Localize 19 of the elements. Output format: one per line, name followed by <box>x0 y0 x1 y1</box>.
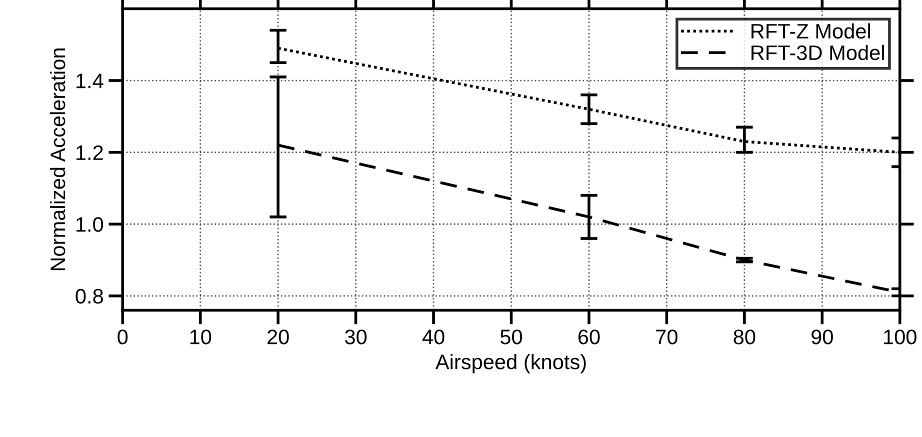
legend-label: RFT-Z Model <box>752 23 870 39</box>
x-tick-label: 40 <box>422 330 444 344</box>
legend-label: RFT-3D Model <box>752 44 884 60</box>
x-tick-label: 10 <box>190 330 212 344</box>
y-tick-label: 1.2 <box>76 145 103 160</box>
x-tick-label: 90 <box>812 330 833 344</box>
y-tick-label: 1.4 <box>76 74 104 88</box>
x-axis-title: Airspeed (knots) <box>435 354 586 374</box>
y-tick-label: 1.0 <box>76 217 104 232</box>
x-tick-label: 70 <box>656 330 678 344</box>
x-tick-label: 20 <box>268 330 289 344</box>
x-tick-label: 80 <box>734 330 756 344</box>
y-tick-label: 0.8 <box>76 288 103 304</box>
y-axis-title: Normalized Acceleration <box>50 48 66 270</box>
x-tick-label: 100 <box>884 330 916 344</box>
x-tick-label: 50 <box>500 330 522 344</box>
x-tick-label: 0 <box>118 330 128 344</box>
x-tick-label: 60 <box>578 330 600 344</box>
x-tick-label: 30 <box>345 330 367 344</box>
